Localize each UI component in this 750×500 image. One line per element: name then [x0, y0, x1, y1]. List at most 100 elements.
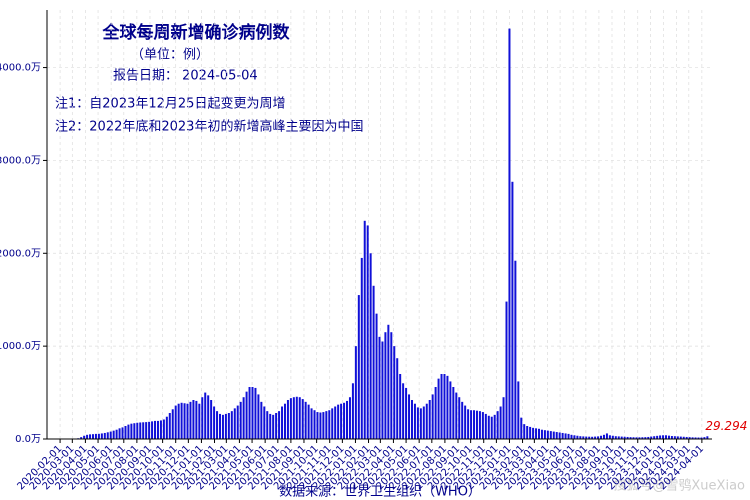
- bar: [366, 225, 369, 439]
- bar: [121, 427, 124, 439]
- bar: [499, 406, 502, 439]
- bar: [112, 430, 115, 439]
- bar: [644, 437, 647, 439]
- bar: [473, 410, 476, 439]
- bar: [354, 346, 357, 439]
- bar: [688, 437, 691, 439]
- bar: [180, 402, 183, 439]
- bar: [115, 429, 118, 439]
- bar: [570, 434, 573, 439]
- bar: [632, 437, 635, 439]
- bar: [597, 436, 600, 439]
- bar: [233, 408, 236, 439]
- bar: [348, 397, 351, 439]
- bar: [461, 401, 464, 439]
- bar: [608, 435, 611, 439]
- bar: [449, 381, 452, 439]
- bar: [623, 436, 626, 439]
- bar: [328, 410, 331, 439]
- bar: [496, 411, 499, 439]
- bar: [464, 405, 467, 439]
- bar: [168, 413, 171, 439]
- bar: [493, 414, 496, 439]
- bar: [254, 387, 257, 439]
- bar: [183, 403, 186, 439]
- bar: [602, 434, 605, 439]
- bar: [576, 435, 579, 439]
- bar: [201, 397, 204, 439]
- bar: [156, 420, 159, 439]
- bar: [629, 437, 632, 439]
- bar: [210, 400, 213, 439]
- bar: [685, 436, 688, 439]
- bar: [195, 400, 198, 439]
- bar: [700, 437, 703, 439]
- bar: [283, 403, 286, 439]
- bar: [227, 413, 230, 439]
- note: 注1：自2023年12月25日起变更为周增: [55, 96, 285, 112]
- bar: [434, 387, 437, 439]
- chart-title: 全球每周新增确诊病例数: [102, 22, 291, 43]
- bar: [91, 434, 94, 439]
- bar: [408, 394, 411, 439]
- bar: [390, 332, 393, 439]
- bar: [428, 400, 431, 439]
- bar: [106, 432, 109, 439]
- bar: [174, 405, 177, 439]
- bar: [523, 424, 526, 439]
- bar: [130, 423, 133, 439]
- bar: [676, 436, 679, 439]
- bar: [266, 411, 269, 439]
- bar: [396, 358, 399, 439]
- bar: [89, 434, 92, 439]
- bar: [647, 436, 650, 439]
- bar: [594, 436, 597, 439]
- bar: [103, 432, 106, 439]
- bar: [384, 332, 387, 439]
- bar: [207, 395, 210, 439]
- bar: [706, 436, 709, 439]
- bar: [230, 411, 233, 439]
- bar: [514, 260, 517, 439]
- bar: [546, 430, 549, 439]
- bar: [346, 400, 349, 439]
- bar: [535, 428, 538, 439]
- bar: [192, 400, 195, 439]
- bar: [416, 407, 419, 439]
- bar: [83, 435, 86, 439]
- bar: [555, 432, 558, 439]
- bar: [381, 341, 384, 439]
- bar: [322, 412, 325, 439]
- bar: [670, 436, 673, 439]
- bar: [307, 404, 310, 439]
- bar: [142, 422, 145, 439]
- bar: [245, 391, 248, 439]
- bar: [334, 406, 337, 439]
- bar: [189, 401, 192, 439]
- bar: [452, 387, 455, 439]
- bar: [405, 387, 408, 439]
- bar: [635, 437, 638, 439]
- bar: [281, 406, 284, 439]
- bar: [278, 411, 281, 439]
- bar: [529, 426, 532, 439]
- bar: [467, 409, 470, 439]
- bar: [600, 435, 603, 439]
- bar: [573, 435, 576, 439]
- bar: [133, 423, 136, 439]
- bar: [446, 375, 449, 439]
- bar: [325, 411, 328, 439]
- bar: [410, 400, 413, 439]
- bar: [526, 426, 529, 439]
- bar: [118, 428, 121, 439]
- bar: [363, 220, 366, 439]
- bar: [703, 437, 706, 439]
- bar: [437, 378, 440, 439]
- bar: [286, 400, 289, 439]
- watermark: 搜狐号@雪鸮XueXiao: [613, 478, 745, 494]
- bar: [219, 413, 222, 439]
- bar: [375, 313, 378, 439]
- bar: [620, 436, 623, 439]
- bar: [673, 436, 676, 439]
